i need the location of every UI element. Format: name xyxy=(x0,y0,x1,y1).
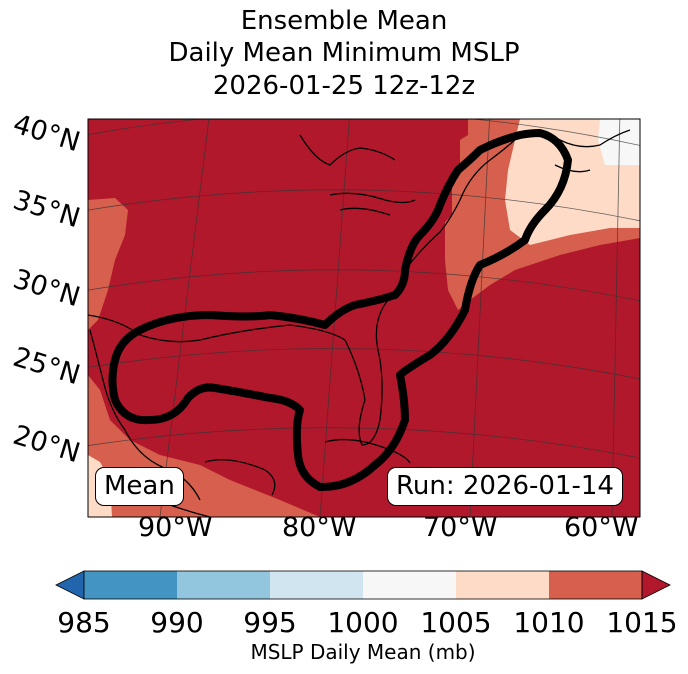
colorbar-tick-1005: 1005 xyxy=(420,606,492,639)
colorbar xyxy=(55,570,671,600)
colorbar-segment-985-990 xyxy=(84,571,177,599)
title-line-2: Daily Mean Minimum MSLP xyxy=(168,38,520,68)
colorbar-segment-1010-1015 xyxy=(549,571,642,599)
colorbar-tick-985: 985 xyxy=(57,606,111,639)
colorbar-tick-995: 995 xyxy=(243,606,297,639)
colorbar-segment-995-1000 xyxy=(270,571,363,599)
lon-label-80: 80°W xyxy=(282,512,357,543)
colorbar-tick-1010: 1010 xyxy=(513,606,585,639)
title-line-3: 2026-01-25 12z-12z xyxy=(212,71,476,101)
mslp-contour xyxy=(108,129,572,492)
lon-label-70: 70°W xyxy=(423,512,498,543)
lon-label-90: 90°W xyxy=(138,512,213,543)
title-line-1: Ensemble Mean xyxy=(240,6,448,36)
lon-label-60: 60°W xyxy=(564,512,639,543)
colorbar-tick-1015: 1015 xyxy=(606,606,678,639)
colorbar-tick-1000: 1000 xyxy=(327,606,399,639)
mean-box: Mean xyxy=(95,467,184,506)
field-1010-1015-west xyxy=(88,198,128,330)
colorbar-segment-1000-1005 xyxy=(363,571,456,599)
run-box: Run: 2026-01-14 xyxy=(387,467,623,506)
colorbar-frame xyxy=(83,570,643,600)
colorbar-tick-990: 990 xyxy=(150,606,204,639)
colorbar-segment-990-995 xyxy=(177,571,270,599)
map-frame xyxy=(87,118,641,518)
colorbar-under-arrow xyxy=(55,570,85,600)
colorbar-label: MSLP Daily Mean (mb) xyxy=(250,640,476,664)
map-area xyxy=(88,119,640,517)
colorbar-segment-1005-1010 xyxy=(456,571,549,599)
colorbar-over-arrow xyxy=(641,570,671,600)
